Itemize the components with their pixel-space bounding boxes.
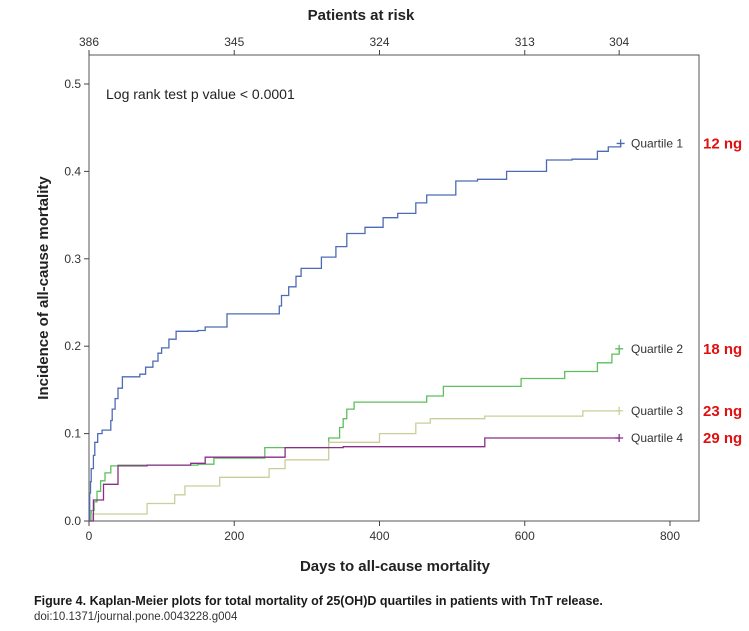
censor-mark-quartile-3 — [615, 406, 624, 415]
series-line-quartile-4 — [89, 437, 620, 522]
series-line-quartile-2 — [89, 348, 620, 522]
series-line-quartile-3 — [89, 410, 620, 522]
series-line-quartile-1 — [89, 143, 622, 522]
y-tick-label-0-4: 0.4 — [64, 164, 81, 178]
series-label-quartile-2: Quartile 2 — [631, 342, 683, 356]
y-tick-label-0-1: 0.1 — [64, 427, 81, 441]
x-tick-label-400: 400 — [369, 529, 389, 543]
series-dose-label-quartile-1: 12 ng — [703, 135, 742, 152]
x-tick-label-800: 800 — [660, 529, 680, 543]
top-tick-label-304: 304 — [609, 35, 629, 49]
x-tick-label-600: 600 — [515, 529, 535, 543]
series-label-quartile-1: Quartile 1 — [631, 136, 683, 150]
y-tick-label-0-3: 0.3 — [64, 252, 81, 266]
series-label-quartile-3: Quartile 3 — [631, 404, 683, 418]
log-rank-annotation: Log rank test p value < 0.0001 — [106, 86, 295, 102]
censor-mark-quartile-1 — [616, 139, 625, 148]
y-tick-label-0-2: 0.2 — [64, 339, 81, 353]
x-axis-title: Days to all-cause mortality — [300, 558, 491, 575]
series-dose-label-quartile-3: 23 ng — [703, 403, 742, 420]
x-tick-label-0: 0 — [86, 529, 93, 543]
y-axis-title: Incidence of all-cause mortality — [35, 176, 52, 400]
plot-frame — [88, 54, 700, 522]
top-axis-title: Patients at risk — [308, 7, 415, 24]
censor-mark-quartile-2 — [615, 344, 624, 353]
series-dose-label-quartile-2: 18 ng — [703, 341, 742, 358]
top-tick-label-386: 386 — [79, 35, 99, 49]
x-tick-label-200: 200 — [224, 529, 244, 543]
figure-caption: Figure 4. Kaplan-Meier plots for total m… — [34, 594, 603, 608]
km-chart: Patients at risk Log rank test p value <… — [35, 7, 742, 575]
y-tick-label-0-5: 0.5 — [64, 77, 81, 91]
series-dose-label-quartile-4: 29 ng — [703, 430, 742, 447]
top-tick-label-324: 324 — [369, 35, 389, 49]
figure-doi: doi:10.1371/journal.pone.0043228.g004 — [34, 611, 238, 623]
top-tick-label-313: 313 — [515, 35, 535, 49]
top-tick-label-345: 345 — [224, 35, 244, 49]
censor-mark-quartile-4 — [615, 433, 624, 442]
series-label-quartile-4: Quartile 4 — [631, 431, 683, 445]
y-tick-label-0-0: 0.0 — [64, 514, 81, 528]
